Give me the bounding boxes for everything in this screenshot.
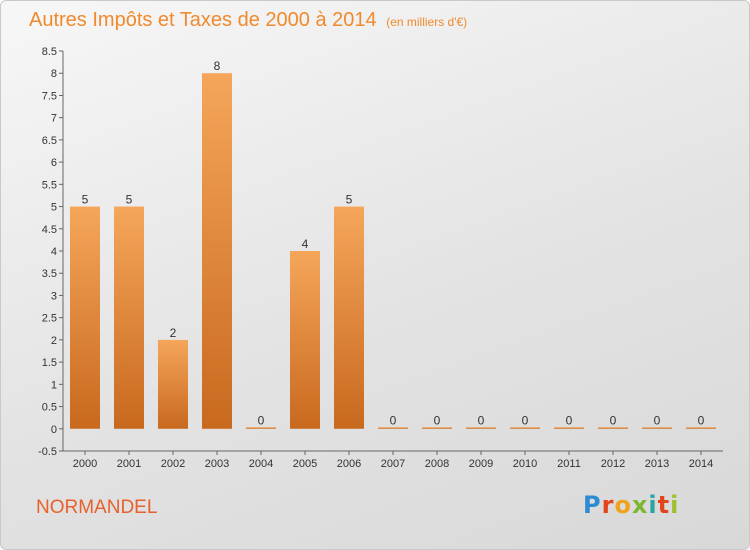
bar-2012 bbox=[598, 427, 628, 429]
bar-2007 bbox=[378, 427, 408, 429]
y-tick-label: -0.5 bbox=[38, 446, 57, 458]
bar-2010 bbox=[510, 427, 540, 429]
data-label-2014: 0 bbox=[698, 413, 705, 427]
proxiti-logo: Proxiti bbox=[583, 491, 680, 519]
y-tick-label: 5 bbox=[51, 202, 57, 214]
chart-title: Autres Impôts et Taxes de 2000 à 2014 (e… bbox=[29, 9, 467, 32]
data-label-2012: 0 bbox=[610, 413, 617, 427]
x-tick-label: 2008 bbox=[425, 458, 449, 470]
y-tick-label: 1 bbox=[51, 379, 57, 391]
bar-2003 bbox=[202, 73, 232, 429]
chart-title-main: Autres Impôts et Taxes de 2000 à 2014 bbox=[29, 9, 377, 31]
y-tick-label: 7.5 bbox=[42, 90, 57, 102]
y-tick-label: 3 bbox=[51, 290, 57, 302]
x-tick-label: 2007 bbox=[381, 458, 405, 470]
bar-2014 bbox=[686, 427, 716, 429]
bar-2009 bbox=[466, 427, 496, 429]
data-label-2011: 0 bbox=[566, 413, 573, 427]
bar-2001 bbox=[114, 206, 144, 429]
data-label-2002: 2 bbox=[170, 326, 177, 340]
y-tick-label: 2 bbox=[51, 335, 57, 347]
chart-title-unit: (en milliers d'€) bbox=[386, 15, 468, 29]
x-tick-label: 2003 bbox=[205, 458, 229, 470]
bar-2005 bbox=[290, 251, 320, 429]
x-tick-label: 2011 bbox=[557, 458, 581, 470]
y-tick-label: 5.5 bbox=[42, 179, 57, 191]
x-tick-label: 2001 bbox=[117, 458, 141, 470]
y-tick-label: 0 bbox=[51, 424, 57, 436]
data-label-2003: 8 bbox=[214, 59, 221, 73]
x-tick-label: 2012 bbox=[601, 458, 625, 470]
data-label-2001: 5 bbox=[126, 193, 133, 207]
y-tick-label: 2.5 bbox=[42, 313, 57, 325]
data-label-2007: 0 bbox=[390, 413, 397, 427]
y-tick-label: 4 bbox=[51, 246, 57, 258]
data-label-2004: 0 bbox=[258, 413, 265, 427]
data-label-2000: 5 bbox=[82, 193, 89, 207]
x-tick-label: 2002 bbox=[161, 458, 185, 470]
data-label-2010: 0 bbox=[522, 413, 529, 427]
x-tick-label: 2009 bbox=[469, 458, 493, 470]
y-tick-label: 4.5 bbox=[42, 224, 57, 236]
bar-2011 bbox=[554, 427, 584, 429]
data-label-2006: 5 bbox=[346, 193, 353, 207]
x-tick-label: 2010 bbox=[513, 458, 537, 470]
x-tick-label: 2000 bbox=[73, 458, 97, 470]
x-tick-label: 2004 bbox=[249, 458, 273, 470]
bar-2013 bbox=[642, 427, 672, 429]
data-label-2008: 0 bbox=[434, 413, 441, 427]
y-tick-label: 8.5 bbox=[42, 46, 57, 58]
y-tick-label: 6 bbox=[51, 157, 57, 169]
commune-name: NORMANDEL bbox=[36, 497, 158, 518]
data-label-2005: 4 bbox=[302, 237, 309, 251]
x-tick-label: 2005 bbox=[293, 458, 317, 470]
bar-2000 bbox=[70, 206, 100, 429]
y-tick-label: 1.5 bbox=[42, 357, 57, 369]
bar-2008 bbox=[422, 427, 452, 429]
y-tick-label: 7 bbox=[51, 113, 57, 125]
data-label-2009: 0 bbox=[478, 413, 485, 427]
y-tick-label: 0.5 bbox=[42, 402, 57, 414]
x-tick-label: 2006 bbox=[337, 458, 361, 470]
y-tick-label: 6.5 bbox=[42, 135, 57, 147]
x-tick-label: 2013 bbox=[645, 458, 669, 470]
data-label-2013: 0 bbox=[654, 413, 661, 427]
bar-2004 bbox=[246, 427, 276, 429]
bar-2002 bbox=[158, 339, 188, 429]
bar-2006 bbox=[334, 206, 364, 429]
y-tick-label: 8 bbox=[51, 68, 57, 80]
y-tick-label: 3.5 bbox=[42, 268, 57, 280]
x-tick-label: 2014 bbox=[689, 458, 713, 470]
